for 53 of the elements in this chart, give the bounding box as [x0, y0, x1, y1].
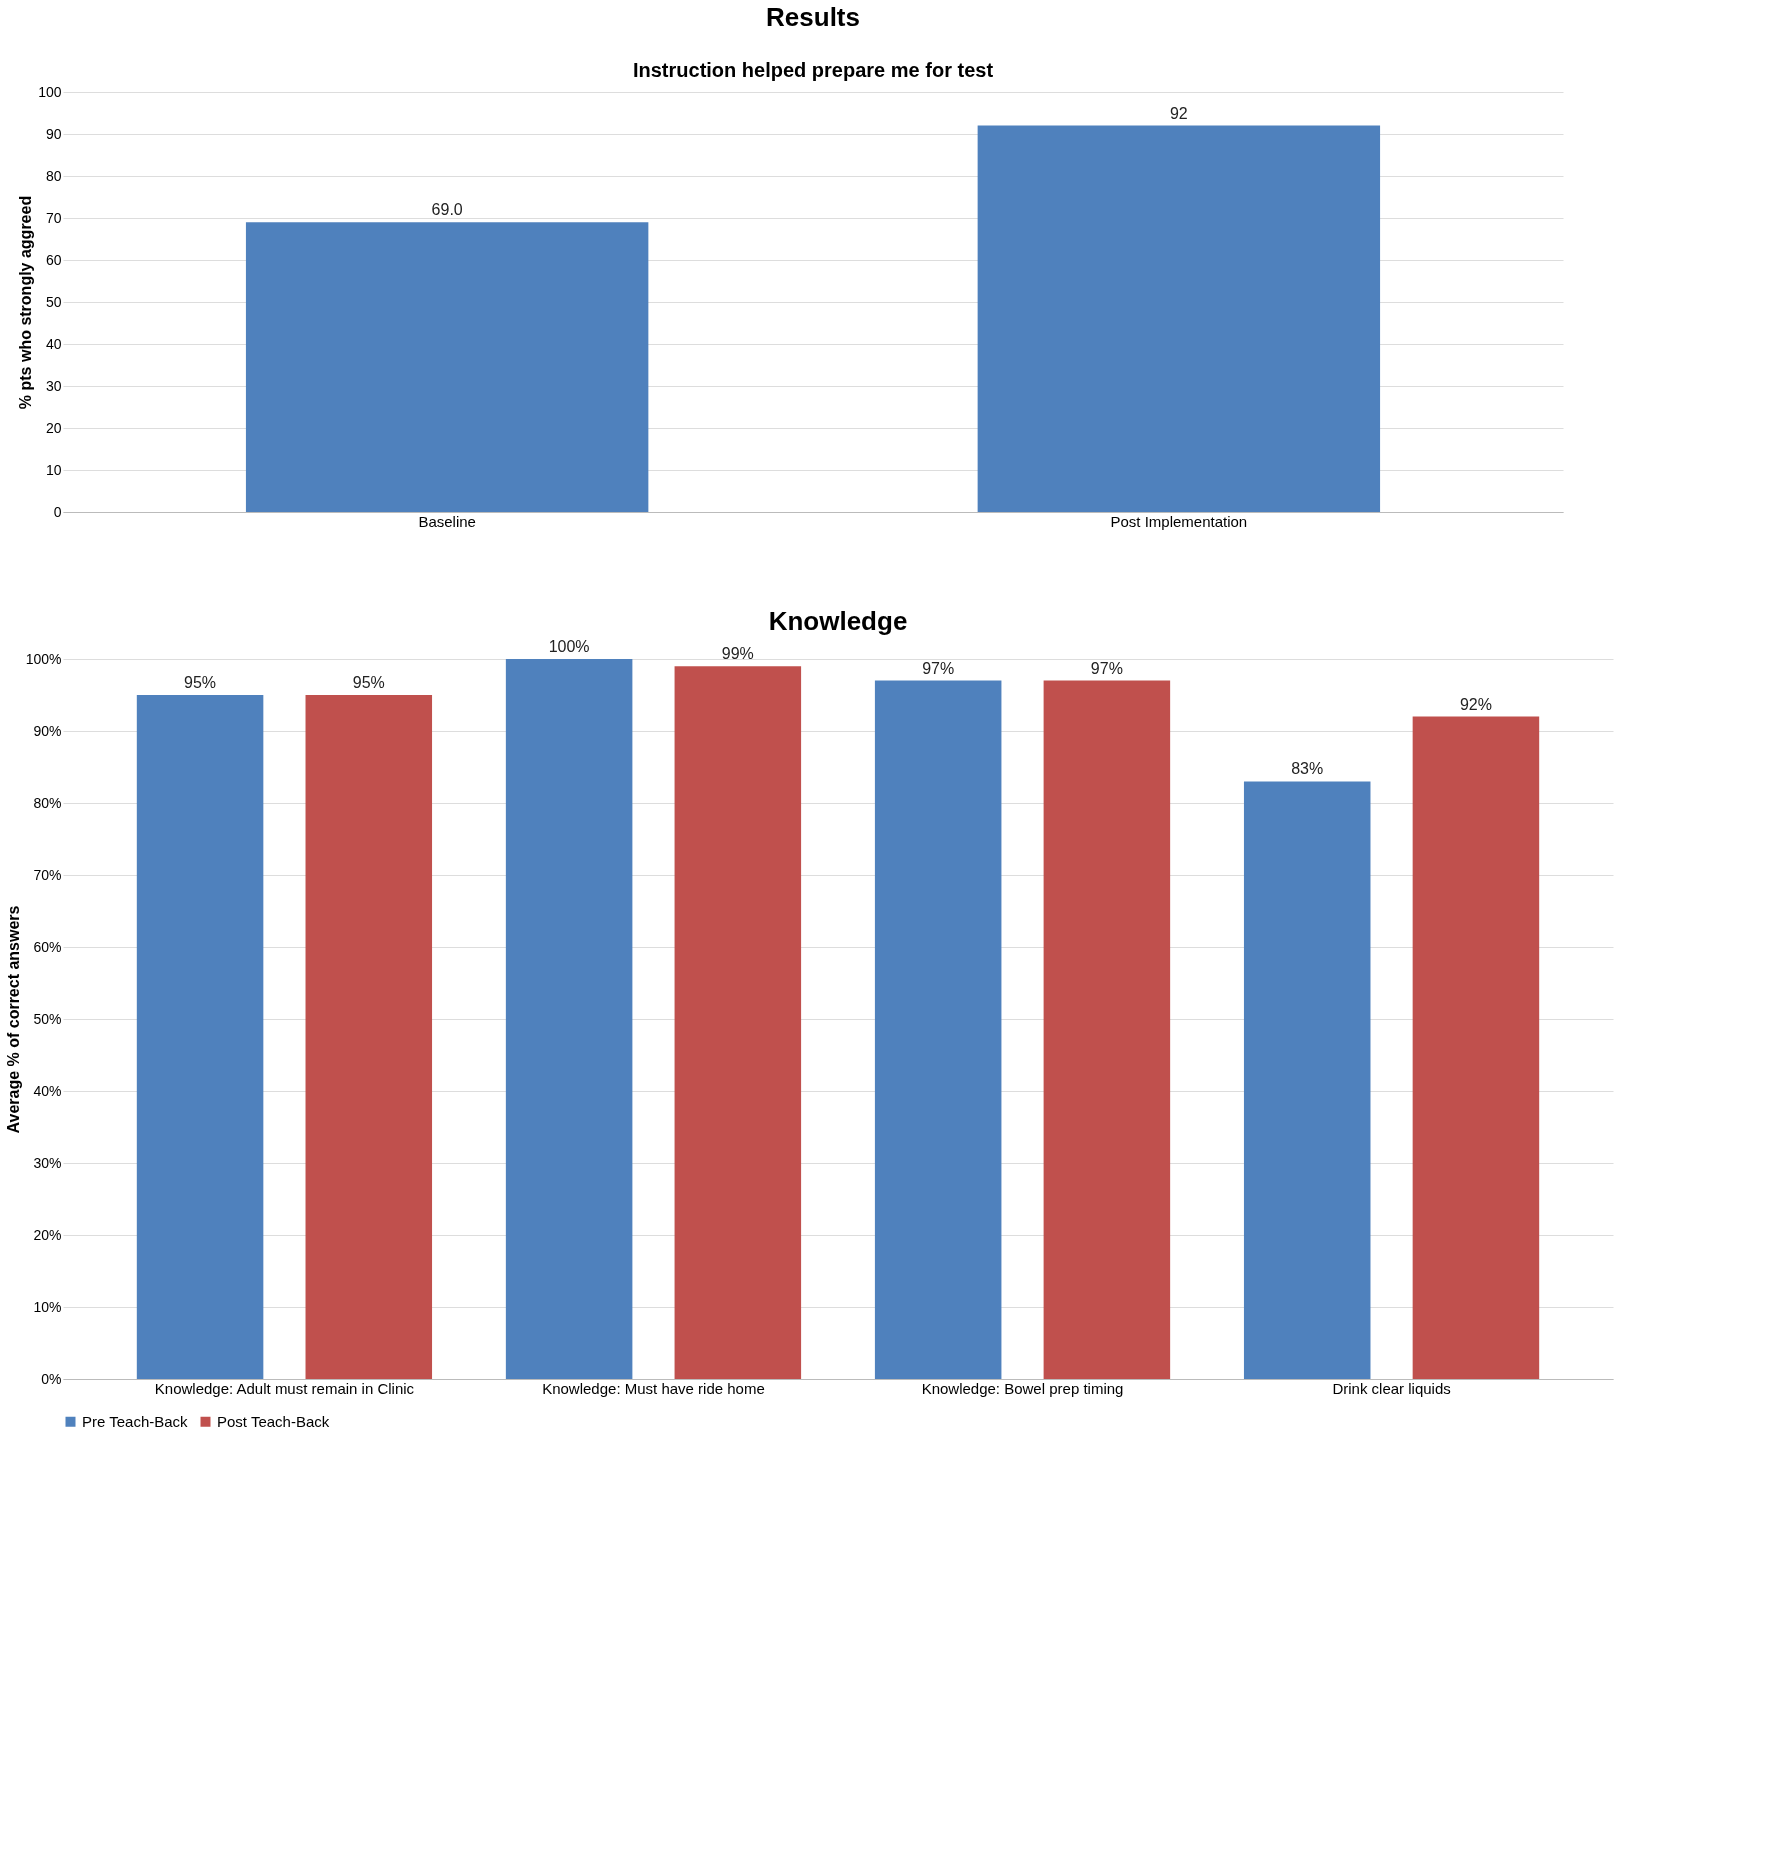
chart-title: Knowledge — [768, 606, 908, 636]
y-tick-label: 30% — [33, 1154, 62, 1171]
x-tick-label: Knowledge: Bowel prep timing — [921, 1379, 1124, 1397]
data-label: 97% — [1090, 659, 1123, 677]
y-tick-label: 100 — [38, 83, 62, 100]
x-tick-label: Knowledge: Must have ride home — [542, 1379, 765, 1397]
y-tick-label: 0% — [41, 1370, 62, 1387]
bar — [136, 695, 264, 1379]
y-tick-label: 10% — [33, 1298, 62, 1315]
bar — [1043, 680, 1171, 1379]
legend-label: Pre Teach-Back — [82, 1412, 189, 1430]
data-label: 83% — [1291, 760, 1324, 778]
data-label: 95% — [352, 674, 385, 691]
x-tick-label: Post Implementation — [1110, 512, 1248, 530]
data-label: 92% — [1459, 695, 1492, 713]
bar — [874, 680, 1002, 1379]
y-tick-label: 40 — [45, 335, 62, 352]
x-tick-label: Drink clear liquids — [1332, 1379, 1451, 1397]
bar — [305, 695, 433, 1379]
y-tick-label: 80% — [33, 794, 62, 811]
data-label: 100% — [548, 638, 590, 655]
y-tick-label: 30 — [45, 377, 62, 394]
y-axis-title: % pts who strongly aggreed — [17, 195, 35, 410]
y-tick-label: 20% — [33, 1226, 62, 1243]
chart-subtitle: Instruction helped prepare me for test — [632, 59, 994, 81]
y-tick-label: 20 — [45, 419, 62, 436]
bar — [505, 659, 633, 1379]
x-tick-label: Baseline — [418, 512, 476, 530]
y-tick-label: 90% — [33, 722, 62, 739]
chart-title: Results — [766, 2, 860, 32]
y-tick-label: 90 — [45, 125, 62, 142]
y-axis-title: Average % of correct answers — [4, 905, 22, 1134]
y-tick-label: 70% — [33, 866, 62, 883]
y-tick-label: 70 — [45, 209, 62, 226]
y-tick-label: 50% — [33, 1010, 62, 1027]
data-label: 92 — [1169, 104, 1188, 122]
y-tick-label: 80 — [45, 167, 62, 184]
bar — [1412, 716, 1540, 1379]
data-label: 95% — [184, 674, 217, 691]
bar — [674, 666, 802, 1379]
x-tick-label: Knowledge: Adult must remain in Clinic — [154, 1379, 415, 1397]
y-tick-label: 40% — [33, 1082, 62, 1099]
y-tick-label: 100% — [25, 650, 62, 667]
data-label: 99% — [721, 645, 754, 663]
bar — [1243, 781, 1371, 1379]
y-tick-label: 50 — [45, 293, 62, 310]
y-tick-label: 10 — [45, 461, 62, 478]
data-label: 97% — [922, 659, 955, 677]
y-tick-label: 60 — [45, 251, 62, 268]
data-label: 69.0 — [431, 201, 463, 219]
y-tick-label: 0 — [53, 503, 62, 520]
legend-label: Post Teach-Back — [217, 1412, 330, 1430]
y-tick-label: 60% — [33, 938, 62, 955]
